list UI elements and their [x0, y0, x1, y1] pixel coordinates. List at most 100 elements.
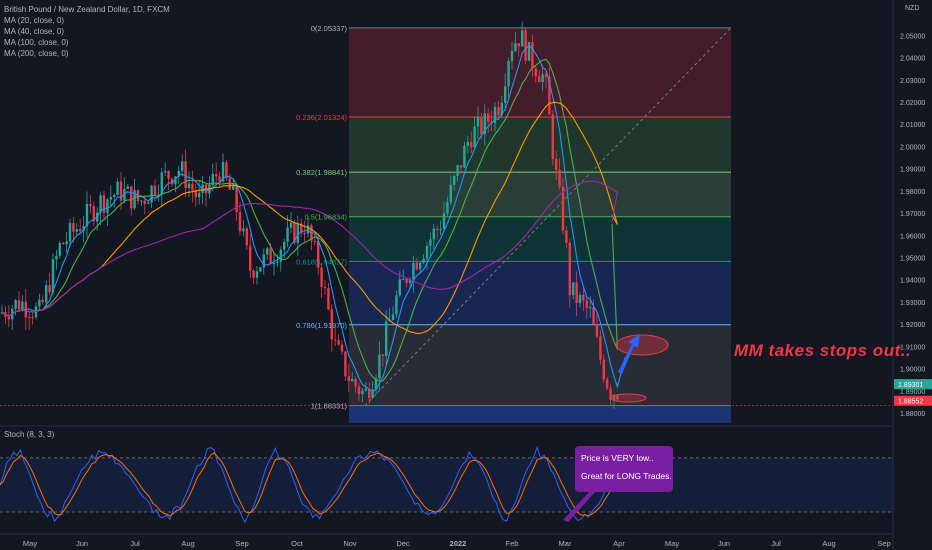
time-tick: Jun	[76, 539, 88, 548]
price-tick: 1.92000	[900, 322, 925, 329]
candle-body	[381, 354, 384, 356]
candle-body	[306, 225, 310, 234]
fibonacci-retracement[interactable]	[0, 27, 893, 423]
candle-body	[269, 248, 272, 265]
candle-body	[436, 228, 439, 230]
price-tick: 2.03000	[900, 78, 925, 85]
stoch-d-line	[0, 452, 616, 517]
candle-body	[215, 173, 218, 177]
candle-body	[102, 195, 106, 213]
candle-body	[357, 386, 361, 395]
fib-zone	[349, 172, 731, 217]
candle-body	[378, 354, 381, 379]
candle-body	[354, 378, 357, 387]
time-tick: Jul	[130, 539, 140, 548]
candle-body	[592, 307, 595, 325]
candle-body	[194, 190, 197, 198]
candle-body	[476, 116, 480, 127]
time-axis[interactable]: May Jun Jul Aug Sep Oct Nov Dec 2022 Feb Mar Apr May…	[0, 533, 893, 548]
candle-body	[106, 199, 109, 213]
time-tick: 2022	[450, 539, 467, 548]
candle-body	[463, 145, 466, 168]
candle-body	[160, 172, 163, 195]
currency-label: NZD	[905, 5, 919, 12]
candle-body	[429, 239, 432, 246]
candle-body	[266, 248, 269, 255]
ma20-legend[interactable]: MA (20, close, 0)	[4, 16, 65, 25]
candle-body	[157, 194, 160, 196]
price-tick: 1.88000	[900, 411, 925, 418]
candle-body	[572, 282, 575, 296]
fib-label: 0.786(1.91970)	[296, 321, 347, 330]
candle-body	[296, 223, 299, 244]
candle-body	[72, 223, 75, 232]
candle-body	[415, 262, 418, 270]
stoch-legend[interactable]: Stoch (8, 3, 3)	[4, 430, 55, 439]
candle-body	[364, 388, 367, 391]
symbol-title[interactable]: British Pound / New Zealand Dollar, 1D, …	[4, 5, 170, 14]
time-tick: Aug	[822, 539, 835, 548]
candle-body	[500, 102, 503, 116]
candle-body	[317, 240, 320, 268]
candle-body	[48, 285, 51, 293]
candle-body	[242, 228, 245, 232]
candle-body	[7, 316, 10, 320]
fib-label: 0.236(2.01324)	[296, 113, 347, 122]
candle-body	[524, 30, 527, 61]
candle-body	[221, 162, 225, 182]
time-tick: Nov	[343, 539, 357, 548]
annotation-text[interactable]: MM takes stops out..	[734, 341, 912, 360]
candle-body	[79, 229, 82, 231]
ma40-legend[interactable]: MA (40, close, 0)	[4, 27, 65, 36]
candle-body	[344, 351, 347, 377]
candle-body	[466, 141, 469, 146]
time-tick: Aug	[181, 539, 194, 548]
current-price-tag	[894, 379, 932, 390]
fib-trend-line[interactable]	[364, 27, 732, 407]
candle-body	[541, 74, 544, 83]
fib-level-labels: 0(2.05337) 0.236(2.01324) 0.382(1.98841) 0.…	[296, 24, 347, 411]
callout-note[interactable]: Price is VERY low.. Great for LONG Trade…	[575, 446, 673, 492]
candle-body	[368, 388, 371, 398]
candle-body	[279, 249, 282, 262]
ma200-legend[interactable]: MA (200, close, 0)	[4, 49, 69, 58]
price-tick: 2.00000	[900, 144, 925, 151]
candle-body	[507, 60, 510, 87]
up-arrow	[618, 334, 640, 374]
fib-label: 0(2.05337)	[311, 24, 348, 33]
candle-body	[534, 68, 537, 77]
candle-body	[347, 376, 350, 382]
candle-body	[99, 195, 102, 213]
stoch-k-line	[0, 445, 616, 524]
candle-body	[21, 301, 24, 310]
candle-body	[561, 186, 565, 231]
candle-body	[167, 171, 170, 179]
candle-body	[398, 279, 401, 296]
candle-body	[31, 317, 34, 319]
candle-body	[28, 317, 31, 319]
candle-body	[184, 161, 187, 189]
candle-body	[538, 76, 541, 83]
candle-body	[89, 203, 92, 207]
candle-body	[330, 309, 333, 340]
chart-legend: British Pound / New Zealand Dollar, 1D, …	[4, 4, 170, 59]
price-tick: 1.90000	[900, 367, 925, 374]
candle-body	[323, 286, 327, 289]
candle-body	[493, 106, 497, 124]
price-tick: 1.94000	[900, 278, 925, 285]
candlesticks	[0, 21, 619, 409]
candle-body	[521, 30, 524, 47]
price-axis[interactable]: NZD 2.05000 2.04000 2.03000 2.02000 2.01000 2.…	[892, 0, 932, 550]
candle-body	[293, 222, 296, 244]
time-tick: Sep	[235, 539, 248, 548]
candle-body	[459, 165, 463, 168]
candle-body	[123, 189, 126, 201]
candle-body	[164, 171, 167, 173]
candle-body	[351, 378, 354, 382]
candle-body	[181, 161, 184, 171]
ma100-legend[interactable]: MA (100, close, 0)	[4, 38, 69, 47]
candle-body	[235, 185, 238, 213]
candle-body	[527, 42, 531, 61]
time-tick: Jun	[718, 539, 730, 548]
